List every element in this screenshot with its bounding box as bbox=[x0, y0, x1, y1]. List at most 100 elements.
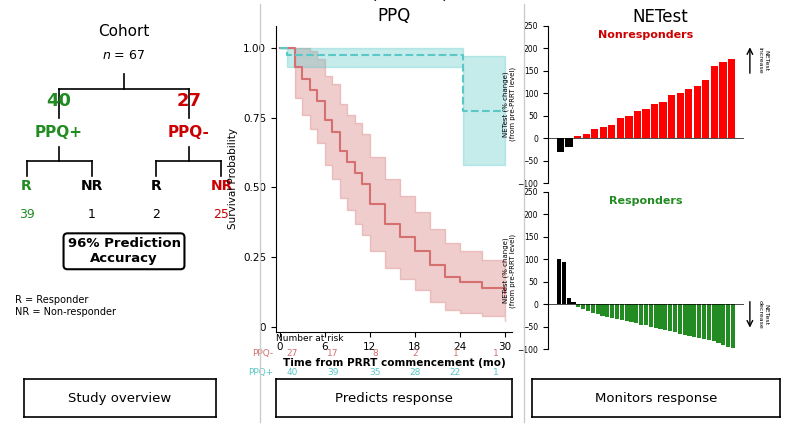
Text: Cohort: Cohort bbox=[98, 23, 150, 39]
Text: 2: 2 bbox=[413, 349, 418, 358]
Bar bbox=[651, 104, 658, 138]
Bar bbox=[731, 304, 735, 348]
Bar bbox=[682, 304, 686, 335]
Bar bbox=[557, 259, 561, 304]
Bar bbox=[673, 304, 677, 332]
Text: 39: 39 bbox=[327, 368, 338, 377]
Bar bbox=[644, 304, 648, 325]
Bar bbox=[642, 109, 650, 138]
Bar bbox=[581, 304, 585, 309]
Y-axis label: Survival Probability: Survival Probability bbox=[227, 128, 238, 230]
Bar bbox=[726, 304, 730, 347]
Bar bbox=[694, 86, 701, 138]
Text: 40: 40 bbox=[46, 92, 71, 110]
Bar bbox=[678, 304, 682, 334]
Bar bbox=[687, 304, 691, 336]
Bar bbox=[639, 304, 643, 325]
Bar bbox=[697, 304, 702, 338]
Bar bbox=[719, 62, 726, 138]
Bar bbox=[649, 304, 653, 327]
Text: 1: 1 bbox=[87, 208, 95, 222]
Bar bbox=[620, 304, 624, 320]
Bar bbox=[590, 304, 595, 313]
Text: Monitors response: Monitors response bbox=[595, 392, 717, 405]
Text: NR: NR bbox=[210, 179, 233, 193]
Text: 1: 1 bbox=[493, 349, 498, 358]
Bar bbox=[586, 304, 590, 311]
Bar bbox=[722, 304, 726, 345]
Bar bbox=[574, 136, 582, 138]
Text: 27: 27 bbox=[177, 92, 202, 110]
Bar bbox=[692, 304, 697, 337]
Text: NETest
increase: NETest increase bbox=[758, 47, 769, 74]
Bar bbox=[608, 125, 615, 138]
Bar bbox=[710, 66, 718, 138]
Text: NETest: NETest bbox=[632, 8, 688, 26]
Text: 22: 22 bbox=[450, 368, 461, 377]
Text: 39: 39 bbox=[18, 208, 34, 222]
Y-axis label: NETest (% change)
(from pre-PRRT level): NETest (% change) (from pre-PRRT level) bbox=[502, 67, 516, 141]
Bar bbox=[617, 118, 624, 138]
Bar bbox=[576, 304, 580, 307]
Text: PPQ+: PPQ+ bbox=[35, 125, 83, 140]
Bar bbox=[630, 304, 634, 322]
Bar bbox=[658, 304, 662, 329]
Bar bbox=[634, 304, 638, 323]
Bar bbox=[566, 138, 573, 147]
Bar bbox=[659, 102, 666, 138]
Bar bbox=[601, 304, 605, 316]
Text: 35: 35 bbox=[370, 368, 381, 377]
Bar bbox=[582, 134, 590, 138]
Bar bbox=[615, 304, 619, 319]
Text: 27: 27 bbox=[287, 349, 298, 358]
Text: R = Responder
NR = Non-responder: R = Responder NR = Non-responder bbox=[15, 295, 116, 317]
Bar bbox=[712, 304, 716, 341]
Text: R: R bbox=[151, 179, 162, 193]
Bar bbox=[591, 129, 598, 138]
Text: NR: NR bbox=[80, 179, 102, 193]
Text: 40: 40 bbox=[287, 368, 298, 377]
Text: PPQ-: PPQ- bbox=[168, 125, 210, 140]
X-axis label: Time from PRRT commencement (mo): Time from PRRT commencement (mo) bbox=[282, 357, 506, 368]
Text: Study overview: Study overview bbox=[68, 392, 172, 405]
Text: Nonresponders: Nonresponders bbox=[598, 30, 694, 40]
Bar bbox=[663, 304, 667, 330]
Bar bbox=[606, 304, 610, 317]
Text: NETest
decrease: NETest decrease bbox=[758, 300, 769, 329]
Bar bbox=[595, 304, 600, 314]
Bar bbox=[600, 127, 607, 138]
Bar bbox=[728, 59, 735, 138]
Text: 28: 28 bbox=[410, 368, 421, 377]
Bar bbox=[702, 80, 710, 138]
Bar bbox=[566, 297, 570, 304]
Text: $\it{n}$ = 67: $\it{n}$ = 67 bbox=[102, 49, 146, 62]
Bar bbox=[685, 89, 692, 138]
Bar bbox=[677, 93, 684, 138]
Bar bbox=[654, 304, 658, 328]
Bar bbox=[571, 302, 575, 304]
Title: PPQ: PPQ bbox=[378, 7, 410, 26]
Bar bbox=[668, 304, 672, 331]
Text: 8: 8 bbox=[372, 349, 378, 358]
Text: Responders: Responders bbox=[610, 196, 682, 207]
Legend: PPQ-, PPQ+: PPQ-, PPQ+ bbox=[328, 0, 460, 6]
Bar bbox=[668, 95, 675, 138]
Text: PPQ-: PPQ- bbox=[252, 349, 274, 358]
Bar bbox=[557, 138, 564, 152]
Text: 2: 2 bbox=[153, 208, 161, 222]
Text: 25: 25 bbox=[214, 208, 230, 222]
Bar bbox=[707, 304, 711, 340]
Text: 1: 1 bbox=[453, 349, 458, 358]
Bar bbox=[562, 262, 566, 304]
Text: PPQ+: PPQ+ bbox=[248, 368, 274, 377]
Text: 17: 17 bbox=[327, 349, 338, 358]
Bar bbox=[717, 304, 721, 343]
Bar bbox=[626, 115, 633, 138]
Bar bbox=[610, 304, 614, 318]
Text: Number at risk: Number at risk bbox=[276, 334, 343, 343]
Y-axis label: NETest (% change)
(from pre-PRRT level): NETest (% change) (from pre-PRRT level) bbox=[502, 233, 516, 308]
Bar bbox=[625, 304, 629, 321]
Text: 96% Prediction
Accuracy: 96% Prediction Accuracy bbox=[67, 237, 181, 265]
Text: Predicts response: Predicts response bbox=[335, 392, 453, 405]
Text: 1: 1 bbox=[493, 368, 498, 377]
